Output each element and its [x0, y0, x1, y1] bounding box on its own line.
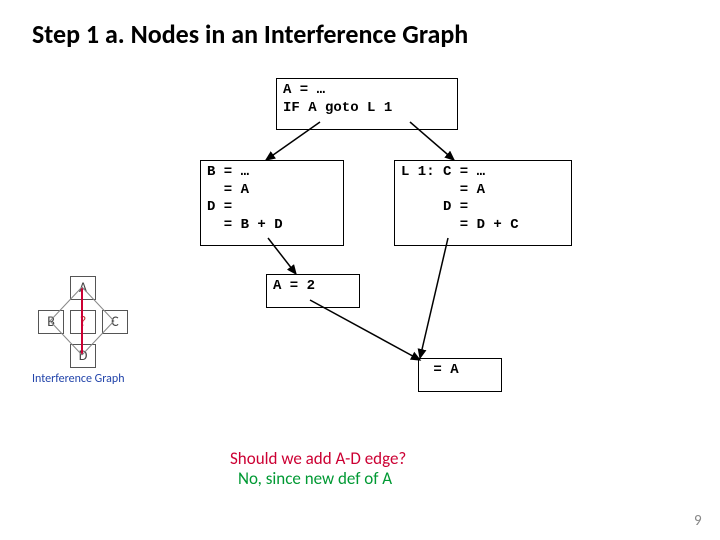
- block-right: L 1: C = … = A D = = D + C: [394, 160, 572, 246]
- block-bottom: = A: [418, 358, 502, 392]
- ig-node-d: D: [70, 344, 96, 368]
- page-number: 9: [694, 512, 702, 530]
- block-top: A = … IF A goto L 1: [276, 78, 458, 130]
- block-left: B = … = A D = = B + D: [200, 160, 344, 246]
- ig-node-b: B: [38, 310, 64, 334]
- annotation-answer: No, since new def of A: [238, 468, 392, 489]
- ig-node-question: ?: [70, 310, 96, 334]
- ig-node-a: A: [70, 276, 96, 300]
- slide-title: Step 1 a. Nodes in an Interference Graph: [32, 18, 468, 50]
- block-mid: A = 2: [266, 274, 360, 308]
- ig-node-c: C: [102, 310, 128, 334]
- annotation-question: Should we add A-D edge?: [230, 448, 406, 469]
- ig-caption: Interference Graph: [32, 372, 125, 386]
